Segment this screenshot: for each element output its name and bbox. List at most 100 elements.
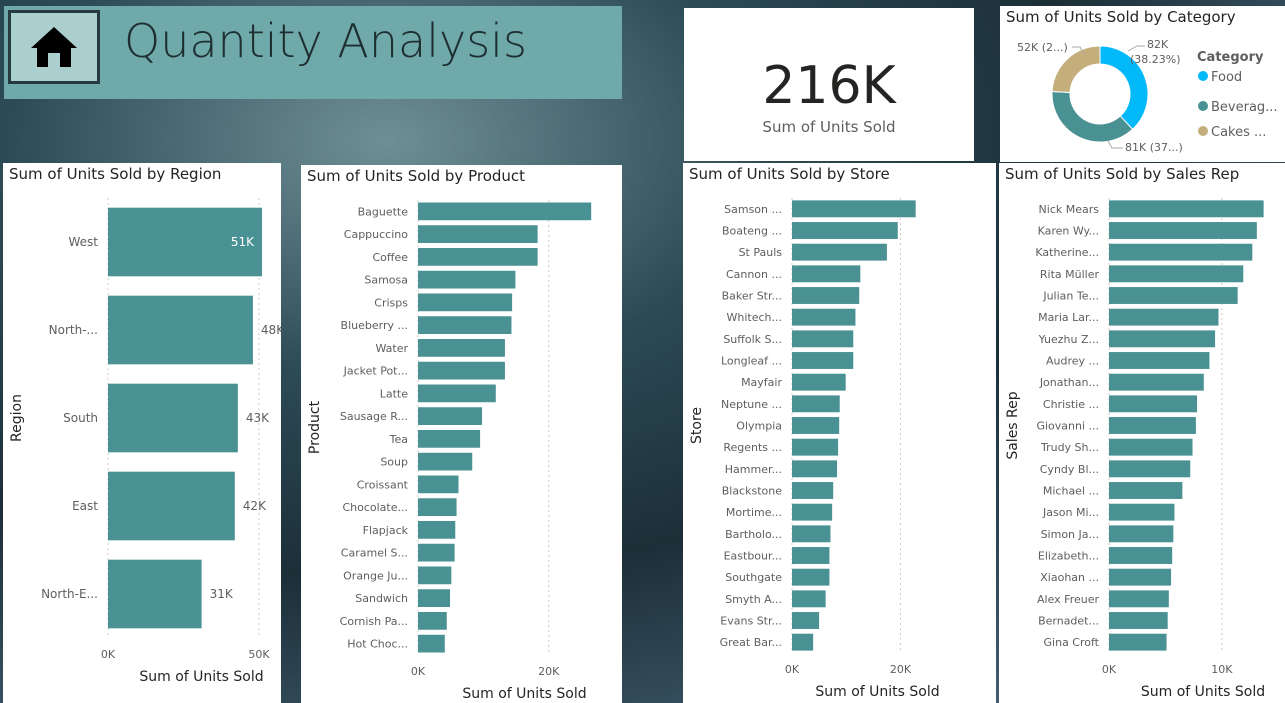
region-bar-chart: 0K 50K West 51K North-... 48K South 43K East 42K N… — [9, 198, 281, 685]
y-category-label: Katherine... — [1035, 246, 1099, 259]
y-category-label: South — [63, 411, 98, 425]
y-category-label: Croissant — [357, 478, 409, 491]
legend-item-beverages: Beverag... — [1211, 100, 1278, 115]
y-category-label: Jason Mi... — [1042, 506, 1099, 519]
y-category-label: Hammer... — [725, 463, 782, 476]
y-category-label: Soup — [380, 456, 408, 469]
y-category-label: Mortime... — [726, 506, 782, 519]
bar — [792, 308, 856, 326]
chart-title: Sum of Units Sold by Sales Rep — [1005, 165, 1240, 183]
bar — [108, 471, 235, 541]
bar — [108, 383, 238, 453]
y-category-label: Trudy Sh... — [1040, 441, 1099, 454]
y-category-label: Bartholo... — [725, 528, 782, 541]
bar — [418, 293, 513, 312]
bar — [792, 330, 854, 348]
data-label: 42K — [243, 499, 267, 513]
data-label: 48K — [261, 323, 281, 337]
y-axis-title: Region — [9, 394, 25, 442]
y-category-label: Suffolk S... — [723, 333, 782, 346]
bar — [1109, 373, 1204, 391]
x-tick-label: 0K — [1102, 663, 1117, 676]
bar — [1109, 482, 1183, 499]
x-axis-title: Sum of Units Sold — [815, 684, 939, 700]
data-label: 52K (2...) — [1017, 41, 1068, 54]
region-chart-card: Sum of Units Sold by Region 0K 50K West 51K… — [3, 163, 281, 703]
home-icon — [31, 27, 77, 67]
bar — [792, 482, 834, 499]
data-label: (38.23%) — [1130, 53, 1181, 66]
bar — [1109, 222, 1257, 239]
y-category-label: Blackstone — [722, 485, 783, 498]
leader-line — [1107, 140, 1123, 149]
bar — [108, 207, 262, 277]
bar — [792, 222, 898, 239]
bar — [1109, 287, 1238, 304]
bar — [792, 438, 839, 456]
y-category-label: Great Bar... — [720, 636, 782, 649]
data-label: 43K — [246, 411, 270, 425]
bar — [108, 295, 253, 365]
store-chart-card: Sum of Units Sold by Store 0K 20K Samson .… — [683, 163, 996, 703]
x-tick-label: 0K — [785, 663, 800, 676]
bar — [418, 202, 592, 221]
legend-marker — [1198, 101, 1208, 111]
data-label: 31K — [210, 587, 234, 601]
y-category-label: Boateng ... — [722, 225, 782, 238]
home-button[interactable] — [8, 10, 100, 84]
product-chart-card: Sum of Units Sold by Product 0K 20K Baguet… — [301, 165, 622, 703]
x-tick-label: 0K — [411, 665, 426, 678]
y-category-label: Julian Te... — [1042, 290, 1099, 303]
bar — [792, 395, 840, 413]
y-category-label: Jacket Pot... — [343, 365, 408, 378]
bar — [1109, 308, 1219, 326]
x-tick-label: 20K — [890, 663, 912, 676]
bar — [1109, 590, 1169, 608]
y-category-label: Bernadet... — [1038, 615, 1099, 628]
y-category-label: Christie ... — [1043, 398, 1099, 411]
y-category-label: Cornish Pa... — [340, 615, 408, 628]
x-axis-title: Sum of Units Sold — [1141, 684, 1265, 700]
legend-title: Category — [1197, 50, 1264, 65]
y-category-label: Baker Str... — [722, 290, 782, 303]
y-category-label: Karen Wy... — [1038, 225, 1099, 238]
x-tick-label: 50K — [248, 648, 270, 661]
y-category-label: Hot Choc... — [347, 638, 408, 651]
donut-slice-beverages — [1051, 91, 1134, 143]
y-category-label: Nick Mears — [1039, 203, 1100, 216]
y-category-label: Chocolate... — [342, 501, 408, 514]
bar — [418, 634, 445, 653]
bar — [418, 270, 516, 289]
y-category-label: Crisps — [374, 296, 408, 309]
bar — [792, 373, 846, 391]
legend-marker — [1198, 71, 1208, 81]
y-category-label: Jonathan... — [1039, 376, 1099, 389]
bar — [792, 460, 838, 478]
bar — [792, 633, 814, 651]
y-category-label: Evans Str... — [720, 615, 782, 628]
bar — [1109, 330, 1216, 348]
chart-title: Sum of Units Sold by Region — [9, 165, 222, 183]
x-tick-label: 20K — [538, 665, 560, 678]
product-bar-chart: 0K 20K Baguette Cappuccino Coffee Samosa Crisp… — [307, 200, 592, 702]
y-category-label: Flapjack — [363, 524, 409, 537]
y-category-label: Longleaf ... — [721, 355, 782, 368]
x-tick-label: 10K — [1211, 663, 1233, 676]
bar — [792, 503, 833, 521]
y-category-label: Audrey ... — [1046, 355, 1099, 368]
bar — [792, 265, 861, 283]
kpi-label: Sum of Units Sold — [762, 118, 896, 136]
y-category-label: Neptune ... — [721, 398, 782, 411]
salesrep-chart-card: Sum of Units Sold by Sales Rep 0K 10K Nick… — [999, 163, 1285, 703]
x-axis-title: Sum of Units Sold — [462, 686, 586, 702]
y-category-label: Southgate — [725, 571, 782, 584]
bar — [792, 590, 826, 608]
page-title: Quantity Analysis — [124, 14, 527, 68]
bar — [792, 352, 854, 369]
bar — [418, 339, 505, 357]
x-axis-title: Sum of Units Sold — [139, 669, 263, 685]
y-category-label: Maria Lar... — [1038, 311, 1099, 324]
bar — [1109, 525, 1174, 543]
y-category-label: Giovanni ... — [1036, 420, 1099, 433]
y-category-label: North-... — [49, 323, 98, 337]
